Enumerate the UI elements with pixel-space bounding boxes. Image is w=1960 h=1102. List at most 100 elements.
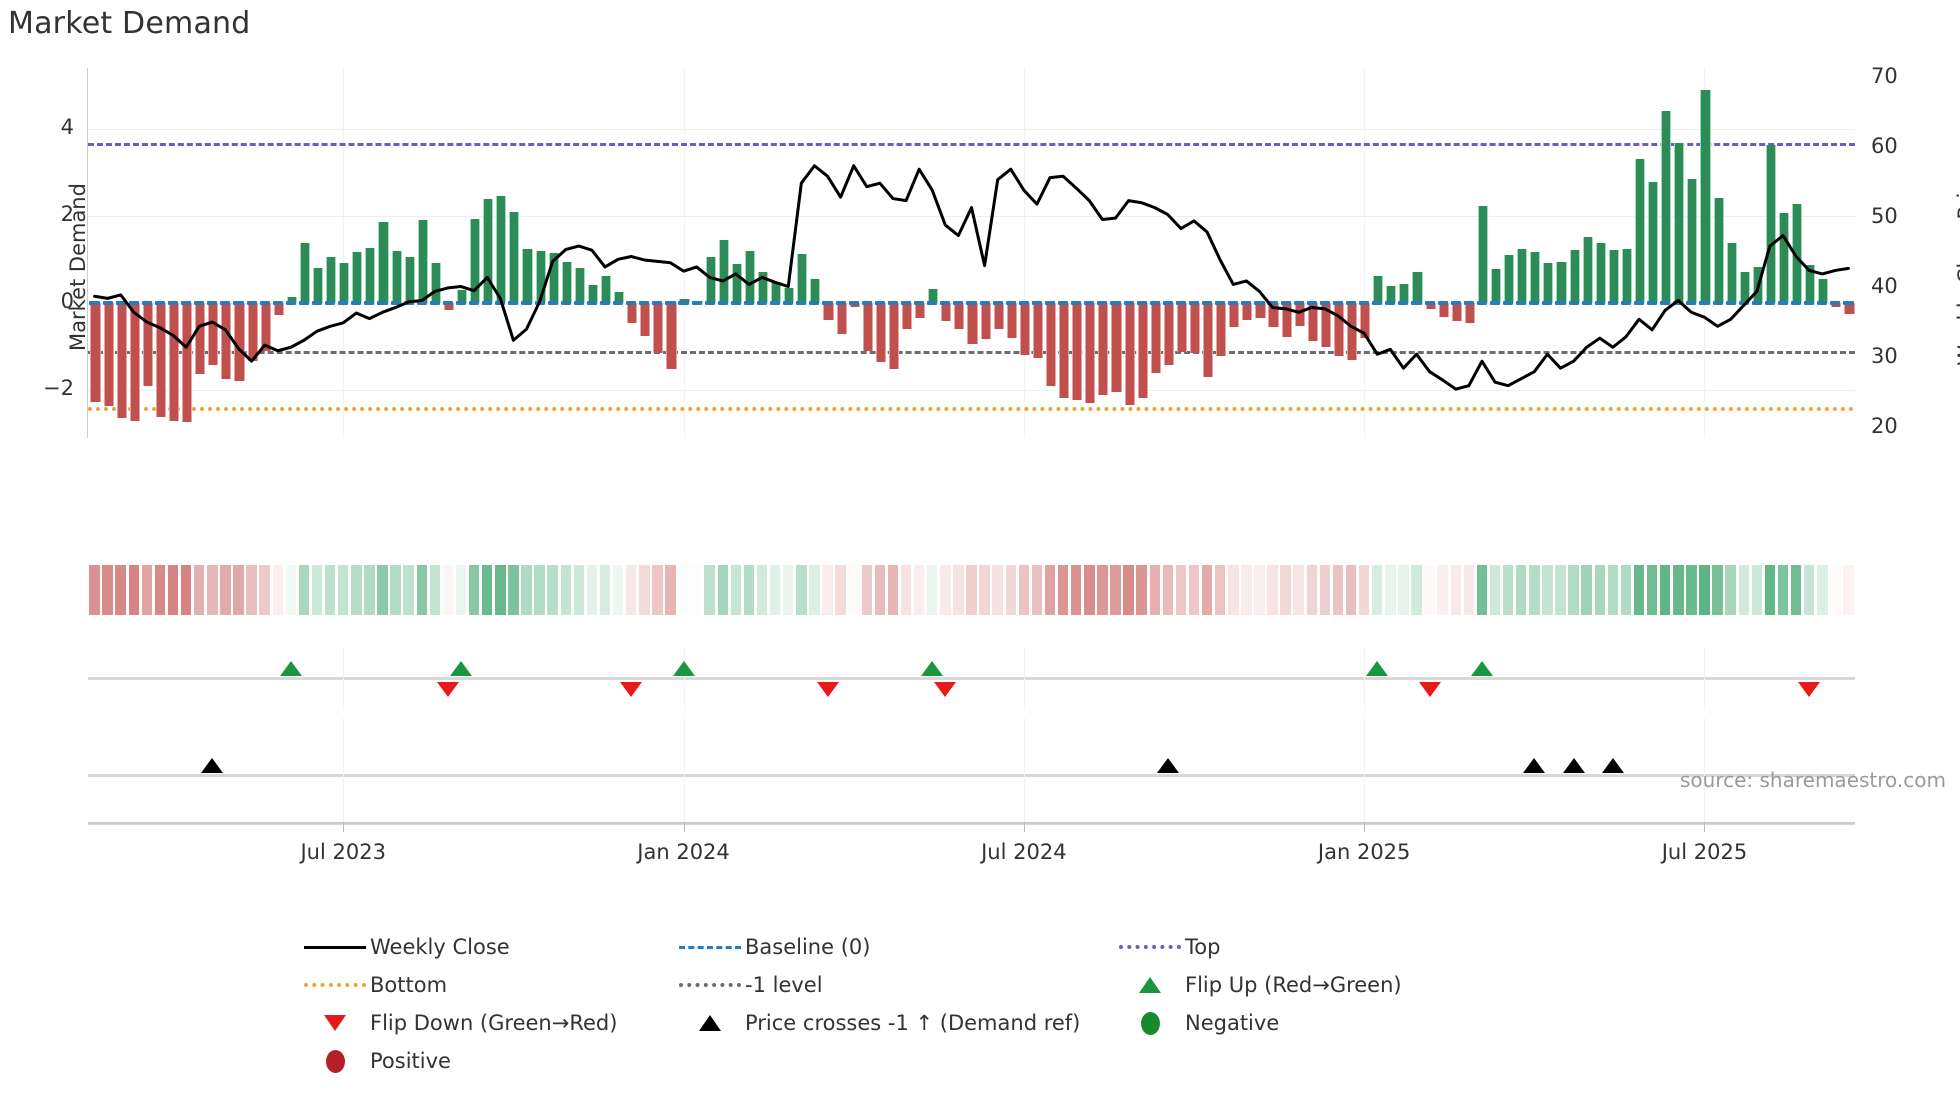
demand-bar bbox=[195, 303, 206, 375]
heatmap-cell bbox=[246, 565, 257, 615]
triangle-up-icon bbox=[1115, 977, 1185, 993]
baseline-segment bbox=[1516, 301, 1527, 306]
gridline-horizontal bbox=[88, 390, 1855, 392]
heatmap-cell bbox=[220, 565, 231, 615]
legend-item-price-cross[interactable]: Price crosses -1 ↑ (Demand ref) bbox=[675, 1004, 1115, 1042]
legend-item-weekly-close[interactable]: Weekly Close bbox=[300, 928, 675, 966]
demand-bar bbox=[1778, 213, 1790, 304]
page-title: Market Demand bbox=[8, 6, 251, 41]
legend-label: Top bbox=[1185, 935, 1221, 959]
flip-axis-line bbox=[88, 677, 1855, 680]
price-cross-marker[interactable] bbox=[1523, 758, 1546, 773]
baseline-segment bbox=[351, 301, 362, 306]
dashed-line-icon bbox=[675, 945, 745, 949]
baseline-segment bbox=[1044, 301, 1056, 306]
heatmap-cell bbox=[1515, 565, 1527, 615]
legend-item-flip-up[interactable]: Flip Up (Red→Green) bbox=[1115, 966, 1555, 1004]
baseline-segment bbox=[442, 301, 453, 306]
heatmap-cell bbox=[639, 565, 650, 615]
price-cross-marker[interactable] bbox=[1156, 758, 1179, 773]
demand-bar bbox=[954, 303, 965, 330]
demand-bar bbox=[1189, 303, 1201, 354]
heatmap-cell bbox=[730, 565, 742, 615]
heatmap-cell bbox=[1764, 565, 1776, 615]
legend-item-bottom[interactable]: Bottom bbox=[300, 966, 675, 1004]
legend-item-negative[interactable]: Positive bbox=[300, 1042, 675, 1080]
flip-down-marker[interactable] bbox=[1798, 682, 1821, 697]
baseline-segment bbox=[1620, 301, 1631, 306]
baseline-segment bbox=[311, 301, 323, 306]
heatmap-cell bbox=[953, 565, 964, 615]
x-axis-panel bbox=[88, 780, 1855, 828]
demand-bar bbox=[1242, 303, 1253, 320]
gridline-vertical bbox=[1704, 780, 1706, 828]
price-cross-marker[interactable] bbox=[1601, 758, 1624, 773]
demand-bar bbox=[103, 303, 114, 406]
heatmap-cell bbox=[207, 565, 218, 615]
baseline-segment bbox=[1568, 301, 1579, 306]
flip-up-marker[interactable] bbox=[450, 661, 473, 676]
gridline-horizontal bbox=[88, 128, 1855, 130]
legend-item-flip-down[interactable]: Flip Down (Green→Red) bbox=[300, 1004, 675, 1042]
baseline-segment bbox=[482, 301, 493, 306]
price-cross-marker[interactable] bbox=[201, 758, 224, 773]
legend-item-positive[interactable]: Negative bbox=[1115, 1004, 1555, 1042]
flip-up-marker[interactable] bbox=[1470, 661, 1493, 676]
demand-bar bbox=[1595, 242, 1606, 304]
heatmap-cell bbox=[1817, 565, 1828, 615]
baseline-segment bbox=[1777, 301, 1789, 306]
x-axis-tick-mark bbox=[343, 822, 345, 832]
demand-bar bbox=[1072, 303, 1083, 400]
demand-bar bbox=[1229, 303, 1240, 327]
heatmap-cell bbox=[913, 565, 925, 615]
demand-bar bbox=[404, 257, 415, 304]
demand-bar bbox=[771, 282, 782, 304]
baseline-segment bbox=[1202, 301, 1213, 306]
gridline-vertical bbox=[343, 68, 345, 438]
baseline-segment bbox=[233, 301, 244, 306]
flip-down-marker[interactable] bbox=[436, 682, 459, 697]
flip-down-marker[interactable] bbox=[620, 682, 643, 697]
baseline-segment bbox=[115, 301, 126, 306]
baseline-segment bbox=[757, 301, 768, 306]
demand-bar bbox=[1360, 303, 1371, 338]
heatmap-cell bbox=[1123, 565, 1134, 615]
heatmap-cell bbox=[377, 565, 388, 615]
flip-up-marker[interactable] bbox=[921, 661, 944, 676]
demand-bar bbox=[744, 250, 756, 304]
baseline-segment bbox=[1097, 301, 1108, 306]
baseline-segment bbox=[1817, 301, 1828, 306]
baseline-segment bbox=[1018, 301, 1029, 306]
flip-up-marker[interactable] bbox=[279, 661, 302, 676]
legend-item-top[interactable]: Top bbox=[1115, 928, 1555, 966]
baseline-segment bbox=[730, 301, 741, 306]
heatmap-cell bbox=[691, 565, 702, 615]
heatmap-cell bbox=[1358, 565, 1370, 615]
heatmap-cell bbox=[442, 565, 454, 615]
demand-bar bbox=[470, 219, 481, 304]
price-cross-marker[interactable] bbox=[1562, 758, 1585, 773]
flip-down-marker[interactable] bbox=[934, 682, 957, 697]
heatmap-cell bbox=[1777, 565, 1789, 615]
flip-up-marker[interactable] bbox=[672, 661, 695, 676]
demand-bar bbox=[679, 298, 690, 304]
flip-down-marker[interactable] bbox=[816, 682, 839, 697]
heatmap-cell bbox=[1424, 565, 1435, 615]
heatmap-cell bbox=[1751, 565, 1763, 615]
dotted-line-icon bbox=[300, 983, 370, 987]
flip-up-marker[interactable] bbox=[1366, 661, 1389, 676]
y-axis-tick-right: 50 bbox=[1871, 204, 1898, 229]
heatmap-cell bbox=[1345, 565, 1357, 615]
baseline-segment bbox=[704, 301, 715, 306]
heatmap-cell bbox=[848, 565, 859, 615]
baseline-segment bbox=[599, 301, 611, 306]
heatmap-cell bbox=[1385, 565, 1396, 615]
demand-bar bbox=[1320, 303, 1331, 347]
heatmap-cell bbox=[665, 565, 676, 615]
legend-label: Flip Down (Green→Red) bbox=[370, 1011, 618, 1035]
legend-item-minus-one-level[interactable]: -1 level bbox=[675, 966, 1115, 1004]
heatmap-cell bbox=[625, 565, 637, 615]
baseline-segment bbox=[848, 301, 859, 306]
legend-item-baseline[interactable]: Baseline (0) bbox=[675, 928, 1115, 966]
flip-down-marker[interactable] bbox=[1418, 682, 1441, 697]
